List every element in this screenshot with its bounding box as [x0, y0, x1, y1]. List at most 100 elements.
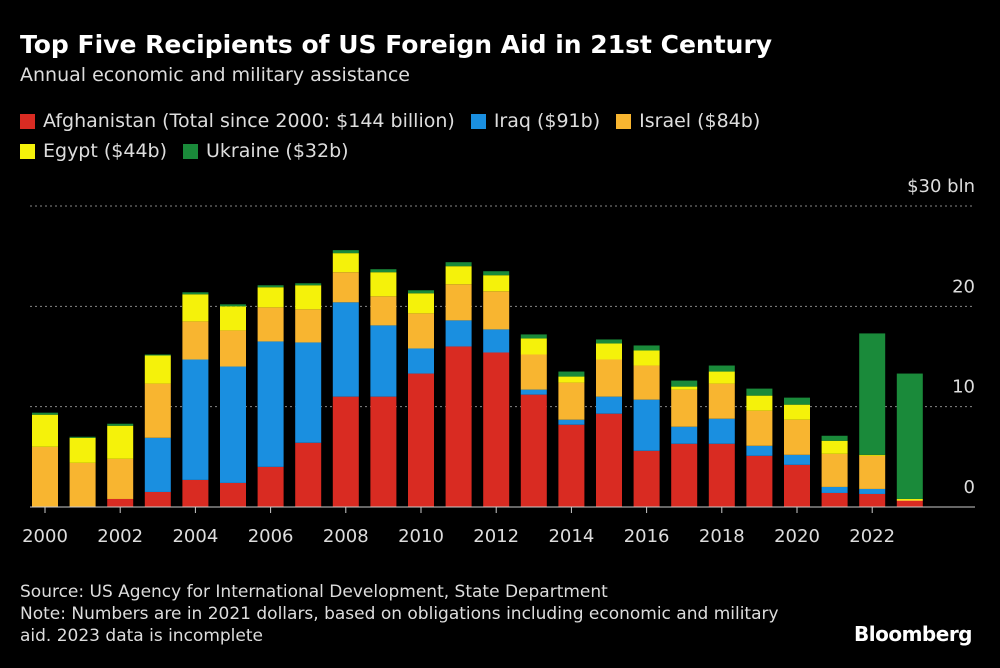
bar-segment: [746, 388, 773, 396]
bar-segment: [295, 309, 322, 343]
legend-item: Egypt ($44b): [20, 138, 167, 164]
bar-segment: [257, 341, 284, 467]
legend-swatch: [20, 143, 35, 159]
x-tick-label: 2010: [398, 526, 444, 547]
note: Note: Numbers are in 2021 dollars, based…: [20, 604, 779, 646]
bar-segment: [332, 250, 359, 254]
bar-segment: [746, 410, 773, 446]
bar-segment: [332, 272, 359, 303]
bar-segment: [370, 396, 397, 507]
bar-segment: [859, 488, 886, 494]
x-tick-label: 2014: [548, 526, 594, 547]
bar-segment: [408, 373, 434, 507]
bar-segment: [520, 338, 547, 355]
x-tick-label: 2004: [172, 526, 218, 547]
bar-segment: [708, 365, 735, 372]
bar-segment: [483, 329, 510, 353]
bar-segment: [107, 498, 134, 507]
legend-item: Afghanistan (Total since 2000: $144 bill…: [20, 108, 455, 134]
bar-segment: [445, 262, 472, 267]
x-tick-label: 2012: [473, 526, 519, 547]
bar-segment: [257, 287, 284, 308]
bar-segment: [633, 345, 660, 351]
bar-segment: [596, 343, 622, 360]
source: Source: US Agency for International Deve…: [20, 582, 608, 602]
legend-swatch: [183, 143, 199, 159]
bar-segment: [708, 383, 735, 419]
bar-segment: [445, 284, 472, 321]
legend-label: Iraq ($91b): [493, 110, 601, 132]
bar-segment: [144, 491, 171, 507]
legend-swatch: [470, 113, 486, 129]
bar-segment: [370, 272, 397, 297]
bar-segment: [708, 371, 735, 384]
bar-segment: [445, 320, 472, 347]
bar-segment: [558, 376, 585, 383]
bar-segment: [671, 389, 698, 427]
bar-segment: [671, 426, 698, 444]
y-tick-label: $30 bln: [907, 176, 975, 197]
bar-segment: [295, 285, 322, 310]
x-tick-label: 2022: [849, 526, 895, 547]
bar-segment: [596, 359, 622, 397]
bar-segment: [708, 443, 735, 507]
bar-segment: [32, 414, 58, 447]
bar-segment: [859, 455, 886, 489]
bar-segment: [295, 342, 322, 443]
bar-segment: [370, 269, 397, 273]
bar-segment: [483, 275, 510, 292]
x-tick-label: 2020: [774, 526, 820, 547]
x-tick-label: 2002: [97, 526, 143, 547]
y-tick-label: 10: [952, 377, 975, 398]
bar-segment: [295, 283, 322, 286]
bar-segment: [520, 334, 547, 339]
bar-segment: [182, 479, 209, 507]
legend-swatch: [20, 113, 35, 129]
bar-segment: [182, 294, 209, 322]
y-tick-label: 20: [952, 276, 975, 297]
bar-segment: [821, 435, 848, 441]
x-tick-label: 2006: [248, 526, 294, 547]
bar-segment: [596, 396, 622, 414]
bar-segment: [32, 412, 58, 415]
bar-segment: [896, 500, 923, 507]
bar-segment: [483, 271, 510, 276]
bar-segment: [144, 437, 171, 492]
bar-segment: [69, 436, 96, 438]
bar-segment: [370, 325, 397, 397]
bar-segment: [896, 499, 923, 501]
x-tick-label: 2000: [22, 526, 68, 547]
legend-label: Israel ($84b): [639, 110, 761, 132]
bar-segment: [220, 366, 246, 483]
x-tick-label: 2016: [624, 526, 670, 547]
bar-segment: [784, 404, 810, 420]
y-tick-label: 0: [964, 477, 975, 498]
bar-segment: [784, 397, 810, 405]
bar-segment: [69, 437, 96, 463]
bar-segment: [182, 321, 209, 360]
bar-segment: [144, 383, 171, 438]
bar-segment: [107, 425, 134, 459]
bar-segment: [859, 454, 886, 456]
bar-segment: [182, 359, 209, 480]
bar-segment: [821, 440, 848, 454]
bar-segment: [633, 365, 660, 400]
chart-title: Top Five Recipients of US Foreign Aid in…: [20, 30, 773, 59]
bar-segment: [821, 492, 848, 507]
bar-segment: [784, 454, 810, 465]
bar-segment: [220, 330, 246, 367]
bar-segment: [784, 419, 810, 455]
bar-segment: [408, 290, 434, 294]
bar-segment: [257, 307, 284, 342]
legend-item: Ukraine ($32b): [183, 138, 349, 164]
bar-segment: [633, 399, 660, 451]
x-tick-label: 2018: [699, 526, 745, 547]
legend-swatch: [616, 113, 632, 129]
bar-segment: [445, 266, 472, 285]
bar-segment: [220, 482, 246, 507]
bar-segment: [746, 445, 773, 456]
bar-segment: [107, 423, 134, 426]
bar-segment: [408, 348, 434, 374]
